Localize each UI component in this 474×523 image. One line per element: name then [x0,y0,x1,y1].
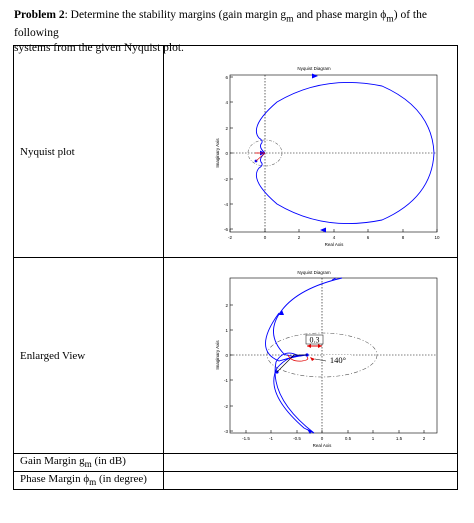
plot1-xticks [229,229,438,232]
problem-table: Nyquist plot Nyquist Diagram [13,45,458,491]
plot2-xtick-label: 0.5 [345,436,352,441]
problem-text-1: : Determine the stability margins (gain … [64,9,287,21]
plot1-ytick-label: -6 [224,227,228,232]
plot1-ytick-label: 6 [225,75,228,80]
plot1-ytick-label: 0 [225,151,228,156]
subscript-m: m [84,459,92,470]
gain-margin-label: Gain Margin gm (in dB) [13,452,164,473]
phase-margin-answer[interactable] [163,471,458,491]
plot1-yticks [230,76,233,230]
plot2-pm-line [276,354,295,373]
plot2-xtick-label: -0.5 [293,436,301,441]
plot2-ytick-label: 1 [225,328,228,333]
phase-margin-prefix: Phase Margin ϕ [20,473,90,486]
plot2-xlabel: Real Axis [313,443,333,448]
plot1-arrow-top [312,73,318,79]
plot1-xtick-label: 10 [434,235,440,240]
gain-margin-prefix: Gain Margin g [20,455,85,467]
plot2-title: Nyquist Diagram [297,270,331,275]
plot2-ytick-label: -1 [224,378,228,383]
problem-text-2: and phase margin ϕ [293,9,387,21]
phase-margin-label: Phase Margin ϕm (in degree) [13,471,164,491]
plot2-ylabel: Imaginary Axis [215,340,220,370]
enlarged-view-cell: Nyquist Diagram 2 1 0 -1 -2 -3 [163,257,458,454]
nyquist-plot-cell: Nyquist Diagram 6 4 2 [163,45,458,258]
nyquist-plot-label: Nyquist plot [13,45,164,258]
plot2-xtick-label: 1 [372,436,375,441]
plot2-ytick-label: 2 [225,303,228,308]
plot1-arrow-bottom [320,227,326,233]
gain-margin-answer[interactable] [163,452,458,473]
plot1-ytick-label: 4 [225,100,228,105]
plot1-ytick-label: -4 [224,202,228,207]
plot2-xtick-label: -1 [269,436,273,441]
plot1-ylabel: Imaginary Axis [215,138,220,168]
nyquist-plot: Nyquist Diagram 6 4 2 [215,66,440,247]
enlarged-view-label: Enlarged View [13,257,164,454]
subscript-m: m [286,13,294,25]
plot1-title: Nyquist Diagram [297,66,331,71]
plot2-gm-arrow-right [318,344,322,348]
plot2-pm-arrow [310,357,315,361]
plot2-gm-label-box [305,334,324,345]
enlarged-plot: Nyquist Diagram 2 1 0 -1 -2 -3 [215,270,438,448]
plot2-unit-circle [266,332,378,378]
plot2-xticks [245,430,425,433]
plot1-xtick-label: 8 [402,235,405,240]
plot2-xtick-label: -1.5 [242,436,250,441]
plot2-curve-lower [273,354,315,434]
subscript-m: m [386,13,394,25]
plot2-xtick-label: 0 [321,436,324,441]
plot2-pm-annotation: 140° [330,355,346,365]
plot2-ytick-label: -2 [224,404,228,409]
plot2-ytick-label: -3 [224,429,228,434]
subscript-m: m [89,477,97,488]
plot2-gm-arrow-left [307,344,311,348]
plot1-ytick-label: -2 [224,177,228,182]
plot2-pm-leader [314,358,327,362]
plot1-xlabel: Real Axis [325,242,345,247]
plot2-xtick-label: 2 [423,436,426,441]
gain-margin-suffix: (in dB) [91,455,126,467]
plot1-ytick-label: 2 [225,126,228,131]
plot2-pm-arc [287,354,309,362]
plot2-arrow-top [279,310,284,315]
plot2-axes-box [229,277,438,434]
plot2-pm-label-box [326,355,351,365]
plot1-nyquist-curve [255,81,435,225]
problem-number: Problem 2 [14,9,65,21]
plot1-xtick-label: 0 [264,235,267,240]
problem-text-3: ) of the following [14,9,427,40]
plot1-xtick-label: 6 [367,235,370,240]
plot2-arrow-bottom [307,429,312,434]
plot1-unit-circle [247,139,283,167]
plot2-ytick-label: 0 [225,353,228,358]
plot2-xtick-label: 1.5 [396,436,403,441]
plot1-xtick-label: 2 [298,235,301,240]
plot1-xtick-label: -2 [228,235,232,240]
plot2-gm-annotation: 0.3 [310,336,320,345]
plot2-yticks [230,304,233,432]
plot1-xtick-label: 4 [333,235,336,240]
plot2-curve-upper [273,277,343,357]
plot1-axes-box [229,74,438,233]
phase-margin-suffix: (in degree) [96,473,147,486]
plot1-pm-marker [255,152,266,162]
